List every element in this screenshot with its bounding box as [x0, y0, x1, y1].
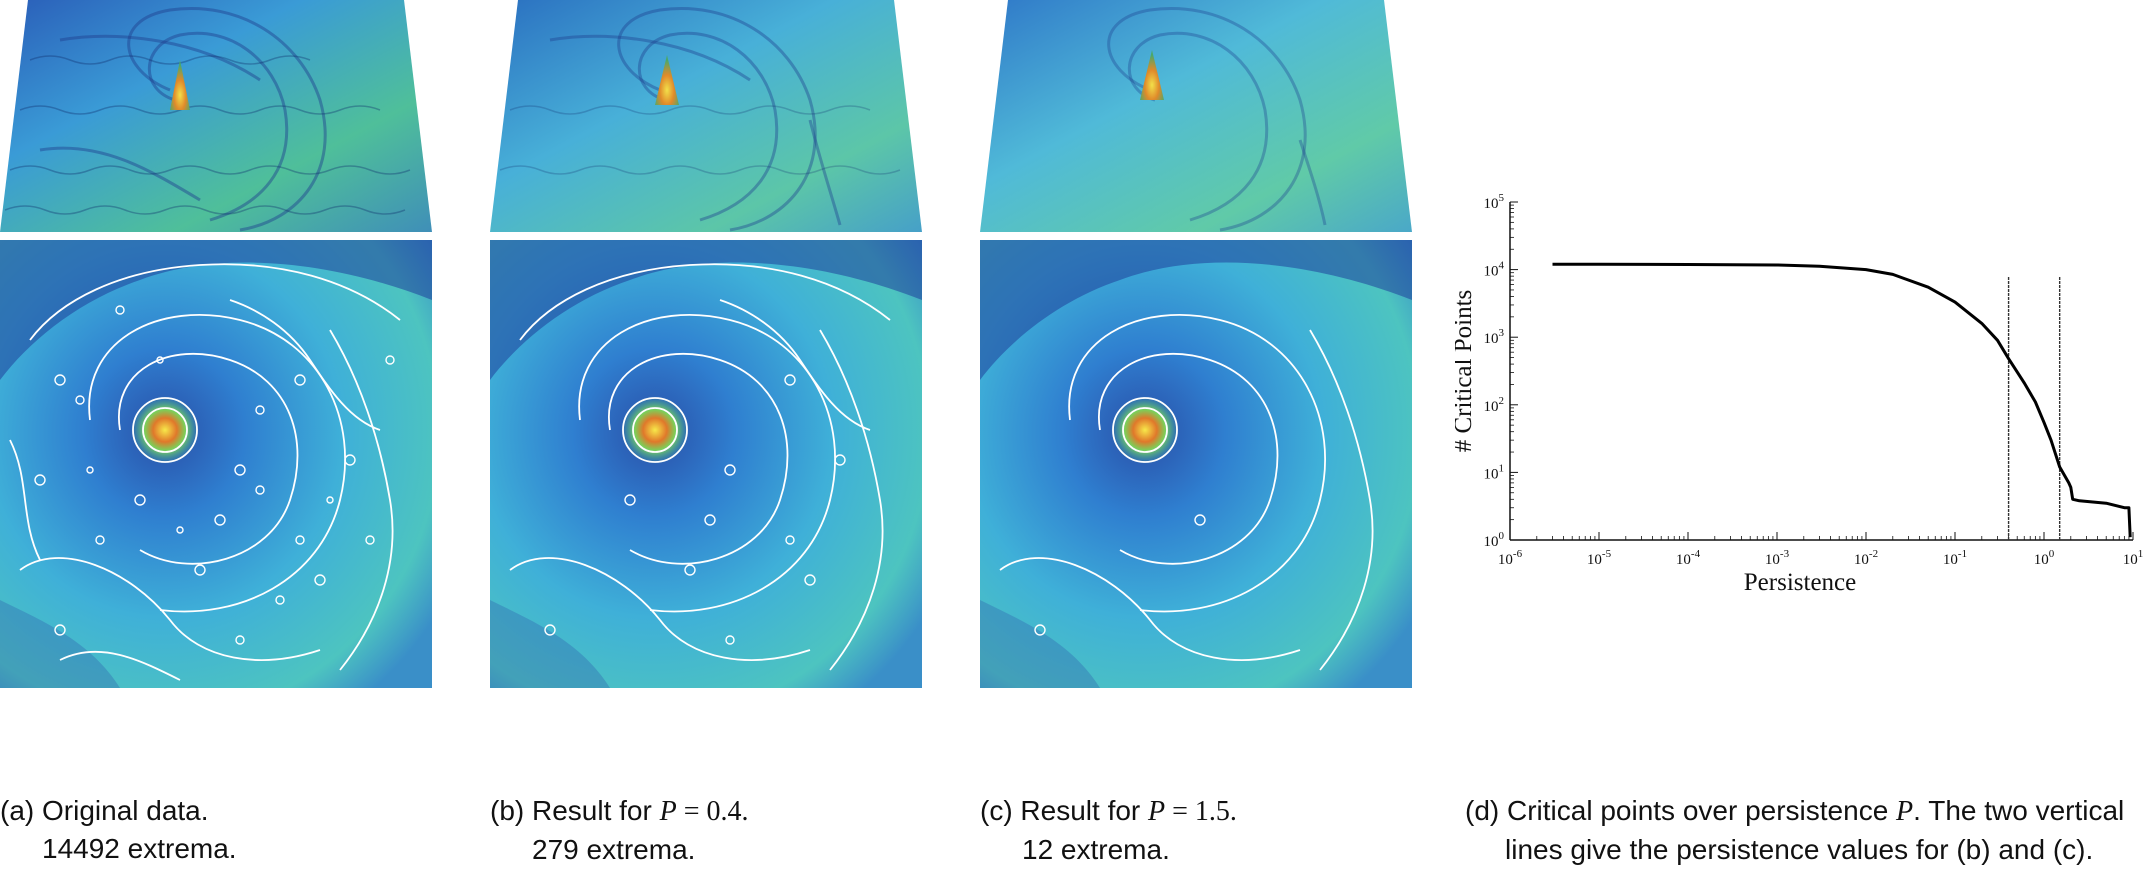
x-tick-label: 10-2: [1854, 548, 1878, 568]
caption-b-eq: = 0.4.: [676, 796, 749, 827]
caption-b-var: P: [659, 796, 677, 827]
storm-peak: [1140, 50, 1164, 100]
x-tick-label: 10-4: [1676, 548, 1701, 568]
caption-c: (c) Result for P = 1.5. 12 extrema.: [980, 792, 1237, 869]
x-tick-label: 101: [2123, 548, 2143, 568]
y-tick-label: 103: [1484, 327, 1505, 347]
chart-vlines: [2007, 276, 2061, 540]
terrain-view-b: [490, 0, 922, 232]
caption-b-prefix: (b) Result for: [490, 795, 660, 826]
critical-points-line: [1552, 262, 2132, 538]
y-tick-label: 105: [1484, 192, 1505, 212]
caption-d: (d) Critical points over persistence P. …: [1465, 792, 2124, 869]
caption-c-eq: = 1.5.: [1165, 796, 1237, 827]
caption-c-var: P: [1148, 796, 1166, 827]
chart-xlabel: Persistence: [1744, 569, 1856, 596]
terrain-view-a: [0, 0, 432, 232]
caption-a: (a) Original data. 14492 extrema.: [0, 792, 237, 868]
x-tick-label: 10-1: [1943, 548, 1967, 568]
x-tick-label: 10-6: [1498, 548, 1523, 568]
caption-d-var: P: [1896, 796, 1914, 827]
chart-ylabel: # Critical Points: [1455, 290, 1477, 453]
caption-d-line2: lines give the persistence values for (b…: [1505, 834, 2094, 865]
contour-map-c: [980, 240, 1412, 688]
caption-d-prefix: (d) Critical points over persistence: [1465, 795, 1897, 826]
caption-c-line1: (c) Result for P = 1.5.: [980, 792, 1237, 831]
x-tick-label: 10-5: [1587, 548, 1612, 568]
caption-a-line1: (a) Original data.: [0, 795, 209, 826]
y-tick-label: 102: [1484, 395, 1505, 415]
x-tick-label: 10-3: [1765, 548, 1790, 568]
caption-a-line2: 14492 extrema.: [42, 833, 237, 864]
terrain-view-c: [980, 0, 1412, 232]
contour-map-a: [0, 240, 432, 688]
caption-b-line1: (b) Result for P = 0.4.: [490, 792, 749, 831]
caption-d-suffix: . The two vertical: [1913, 795, 2125, 826]
chart-ticks: 10-6 10-5 10-4 10-3 10-2 10-1 100 101 100 101 102 1…: [1484, 192, 2143, 568]
persistence-chart: 10-6 10-5 10-4 10-3 10-2 10-1 100 101 100 101 102 1…: [1455, 192, 2143, 596]
y-tick-label: 104: [1484, 260, 1505, 280]
caption-b: (b) Result for P = 0.4. 279 extrema.: [490, 792, 749, 869]
y-tick-label: 100: [1484, 530, 1505, 550]
caption-d-line1: (d) Critical points over persistence P. …: [1465, 792, 2124, 831]
caption-c-line2: 12 extrema.: [1022, 834, 1170, 865]
caption-c-prefix: (c) Result for: [980, 795, 1149, 826]
x-tick-label: 100: [2034, 548, 2055, 568]
storm-peak: [655, 55, 679, 105]
contour-map-b: [490, 240, 922, 688]
y-tick-label: 101: [1484, 462, 1505, 482]
chart-series: [1552, 262, 2132, 538]
chart-axes: [1509, 202, 2133, 541]
caption-b-line2: 279 extrema.: [532, 834, 696, 865]
storm-peak: [170, 60, 190, 110]
